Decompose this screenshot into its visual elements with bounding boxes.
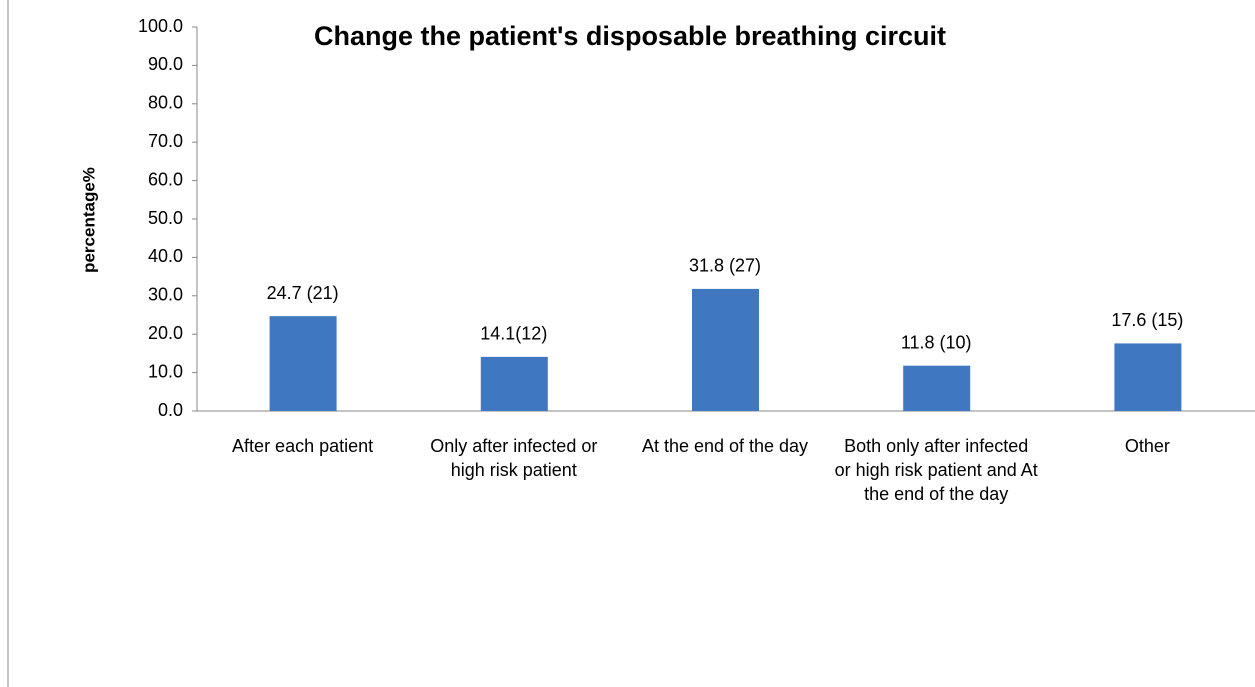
y-tick-label: 50.0 <box>148 208 183 228</box>
y-tick-label: 10.0 <box>148 361 183 381</box>
x-tick-label: Only after infected or high risk patient <box>430 436 598 480</box>
bar <box>1114 343 1182 411</box>
bar <box>480 356 548 411</box>
bar <box>903 365 971 411</box>
bar <box>692 288 759 411</box>
x-tick-label: Both only after infected or high risk pa… <box>834 436 1038 504</box>
data-label: 31.8 (27) <box>689 256 761 276</box>
y-tick-label: 90.0 <box>148 54 183 74</box>
x-tick-label: After each patient <box>232 436 374 456</box>
y-tick-label: 20.0 <box>148 323 183 343</box>
chart-frame <box>7 0 9 687</box>
data-label: 11.8 (10) <box>901 332 972 352</box>
y-tick-label: 0.0 <box>158 400 183 420</box>
y-tick-label: 40.0 <box>148 246 183 266</box>
y-tick-label: 80.0 <box>148 93 183 113</box>
x-tick-label: Other <box>1124 436 1170 456</box>
data-label: 14.1(12) <box>480 324 547 344</box>
data-label: 17.6 (15) <box>1111 310 1183 330</box>
chart-title: Change the patient's disposable breathin… <box>314 21 946 51</box>
y-tick-label: 60.0 <box>148 169 183 189</box>
y-tick-label: 30.0 <box>148 285 183 305</box>
bar <box>269 316 337 411</box>
data-label: 24.7 (21) <box>267 283 339 303</box>
x-tick-label: At the end of the day <box>641 436 809 456</box>
y-tick-label: 100.0 <box>138 16 183 36</box>
y-tick-label: 70.0 <box>148 131 183 151</box>
y-axis-label: percentage% <box>79 167 98 273</box>
